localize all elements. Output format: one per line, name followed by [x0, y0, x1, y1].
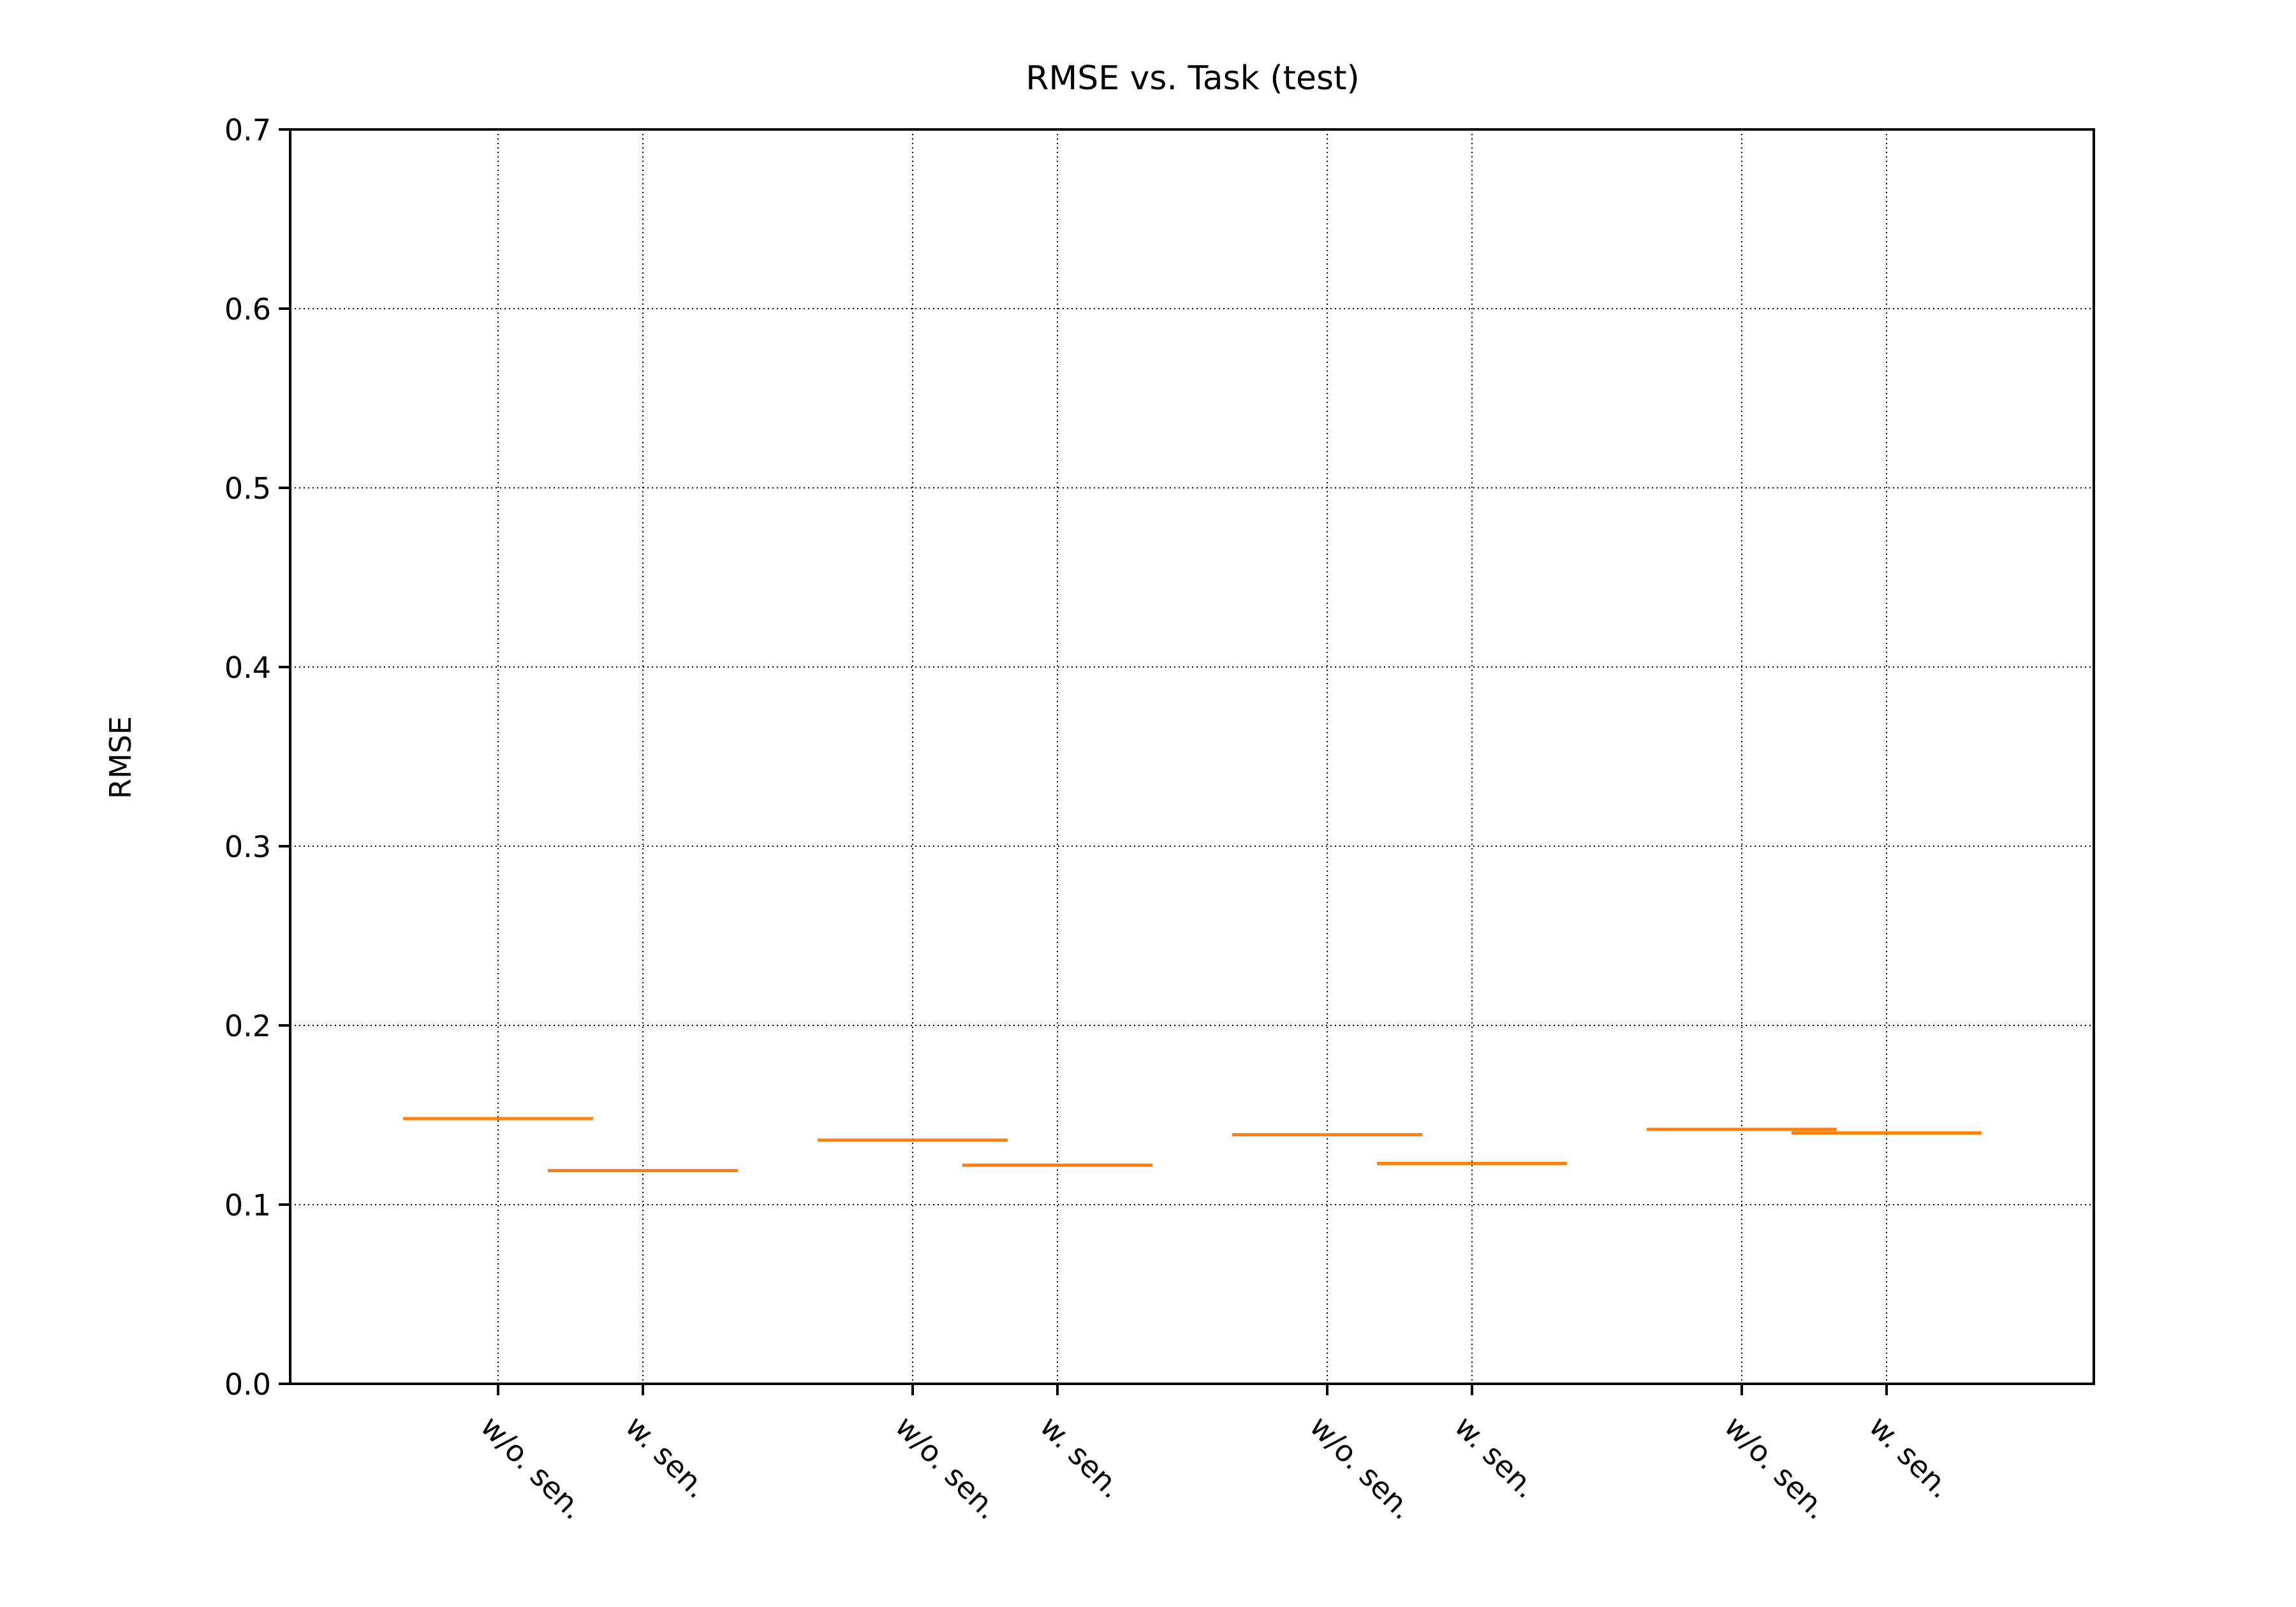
y-tick-label: 0.4: [224, 650, 271, 685]
y-tick-label: 0.3: [224, 830, 271, 864]
y-tick-label: 0.6: [224, 292, 271, 327]
chart-title: RMSE vs. Task (test): [1026, 59, 1360, 98]
grid-lines: [290, 129, 2094, 1384]
y-tick-label: 0.1: [224, 1188, 271, 1222]
x-axis-ticks: w/o. sen. w. sen. w/o. sen. w. sen. w/o. sen…: [474, 1384, 1959, 1527]
x-tick-label: w/o. sen.: [1718, 1409, 1835, 1527]
y-axis-label: RMSE: [103, 716, 138, 799]
median-lines: [403, 1117, 1982, 1173]
y-tick-label: 0.7: [224, 113, 271, 147]
x-tick-label: w/o. sen.: [888, 1409, 1006, 1527]
y-tick-label: 0.5: [224, 471, 271, 506]
x-tick-label: w/o. sen.: [1303, 1409, 1420, 1527]
x-tick-label: w. sen.: [1862, 1409, 1958, 1505]
y-tick-label: 0.2: [224, 1009, 271, 1043]
y-tick-label: 0.0: [224, 1367, 271, 1402]
x-tick-label: w. sen.: [1448, 1409, 1543, 1505]
y-axis-ticks: 0.0 0.1 0.2 0.3 0.4 0.5 0.6 0.7: [224, 113, 290, 1402]
x-tick-label: w/o. sen.: [474, 1409, 591, 1527]
plot-area-frame: [289, 128, 2095, 1385]
x-tick-label: w. sen.: [1033, 1409, 1129, 1505]
x-tick-label: w. sen.: [619, 1409, 714, 1505]
